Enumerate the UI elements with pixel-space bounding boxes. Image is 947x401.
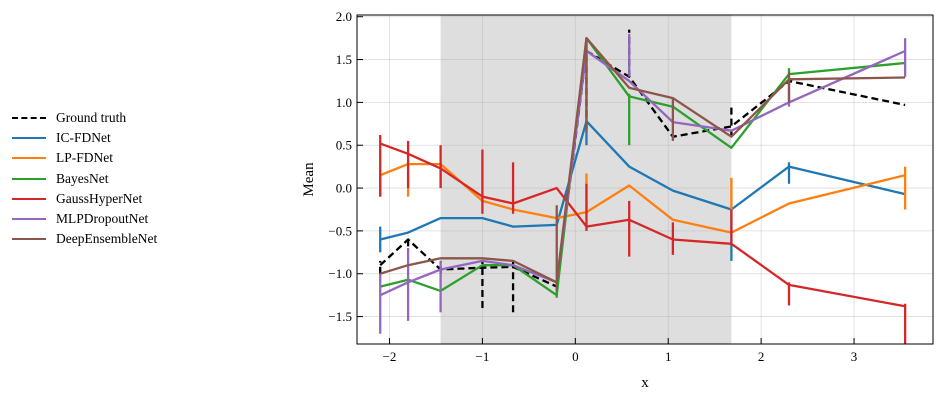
legend-item-gausshypernet: GaussHyperNet [12,189,157,209]
legend-swatch [12,177,46,180]
y-tick-label: 0.0 [336,181,352,196]
y-tick-label: 0.5 [336,138,352,153]
legend-swatch [12,218,46,221]
ticks-layer: −2 −1 0 1 2 3 −1.5 −1.0 −0.5 0.0 0.5 1.0 1.5 2.0 [328,9,857,364]
series-layer [379,29,907,344]
x-axis-label: x [641,375,649,391]
legend-swatch [12,157,46,160]
legend-swatch [12,137,46,140]
legend-item-mlpdropoutnet: MLPDropoutNet [12,209,157,229]
series-line-lp-fdnet [379,162,906,234]
legend-swatch [12,238,46,241]
legend-swatch [12,117,46,120]
x-tick-label: 0 [572,349,579,364]
legend-item-lp-fdnet: LP-FDNet [12,148,157,168]
y-axis-label: Mean [301,162,317,197]
y-tick-label: 1.0 [336,95,352,110]
legend-item-ic-fdnet: IC-FDNet [12,128,157,148]
plot-frame [356,14,934,345]
legend-label: IC-FDNet [56,130,111,146]
legend-item-deepensemblenet: DeepEnsembleNet [12,229,157,249]
legend-label: GaussHyperNet [56,190,143,206]
series-gausshypernet [379,134,907,344]
legend: Ground truth IC-FDNet LP-FDNet BayesNet Gaus… [12,108,157,249]
series-deepensemblenet [379,36,906,291]
legend-item-bayesnet: BayesNet [12,169,157,189]
y-tick-label: 2.0 [336,9,352,24]
y-tick-label: −1.5 [328,309,352,324]
x-tick-label: 3 [851,349,858,364]
series-line-deepensemblenet [379,36,906,284]
legend-item-ground-truth: Ground truth [12,108,157,128]
x-tick-label: 1 [665,349,672,364]
x-tick-label: −2 [383,349,397,364]
grid-layer [357,15,933,344]
legend-label: DeepEnsembleNet [56,231,158,247]
x-tick-label: −1 [475,349,489,364]
series-line-gausshypernet [379,142,906,308]
y-tick-label: −1.0 [328,266,352,281]
legend-label: MLPDropoutNet [56,211,149,227]
legend-label: BayesNet [56,170,109,186]
legend-label: Ground truth [56,110,127,126]
y-tick-label: −0.5 [328,223,352,238]
legend-label: LP-FDNet [56,150,113,166]
legend-swatch [12,197,46,200]
x-tick-label: 2 [758,349,765,364]
y-tick-label: 1.5 [336,52,352,67]
